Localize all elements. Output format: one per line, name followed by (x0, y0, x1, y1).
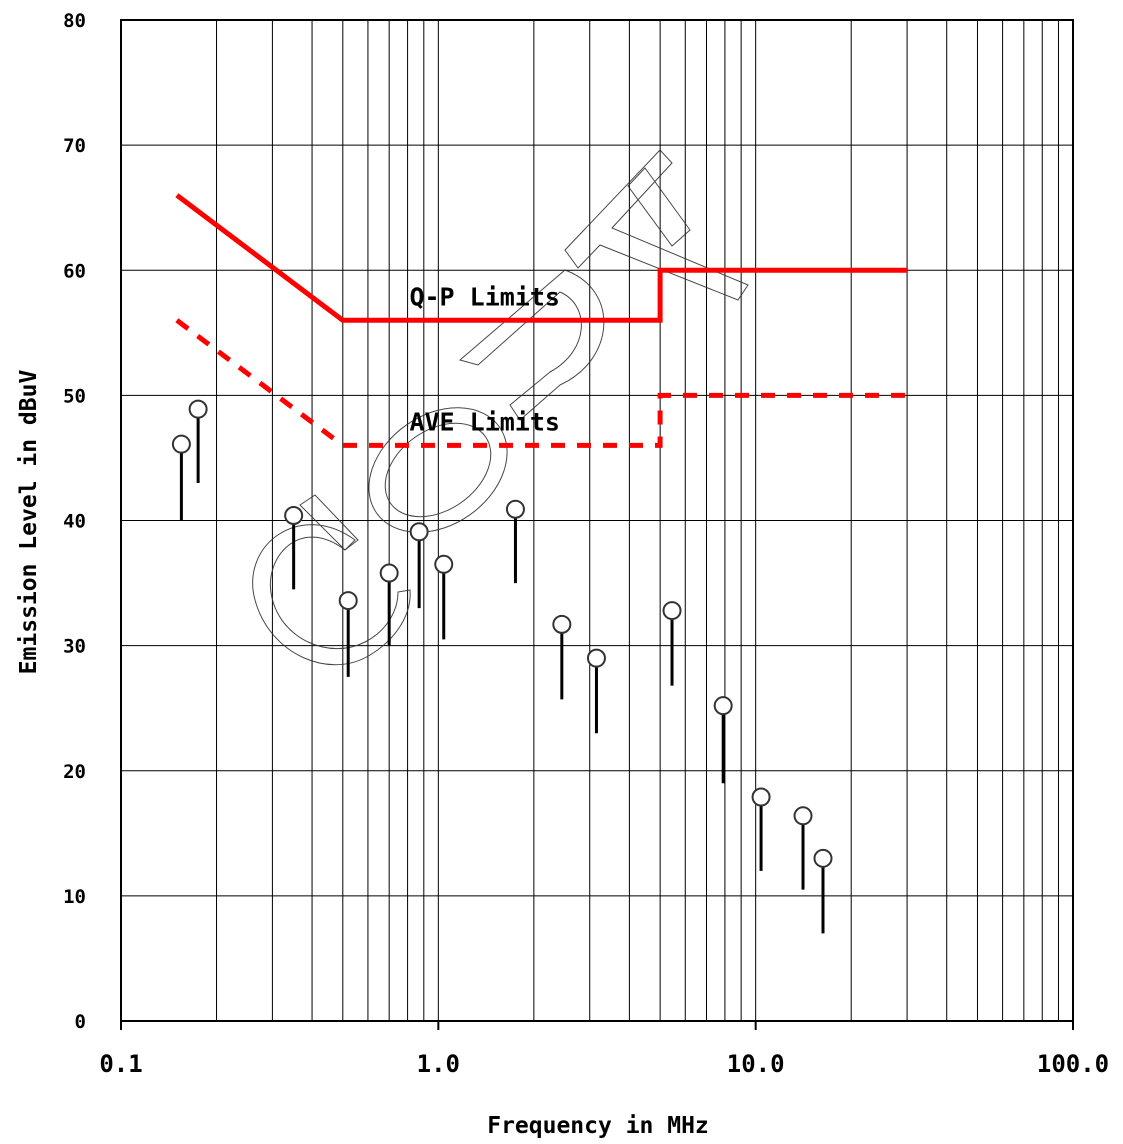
point-marker (505, 499, 525, 519)
measurement-point (434, 554, 454, 640)
point-marker (338, 591, 358, 611)
measurement-points (171, 399, 833, 934)
measurement-point (813, 848, 833, 934)
point-marker (813, 848, 833, 868)
y-tick-label: 10 (63, 886, 86, 908)
point-marker (434, 554, 454, 574)
x-tick-label: 1.0 (417, 1050, 460, 1078)
y-tick-label: 40 (63, 511, 86, 533)
limit-lines (175, 193, 908, 448)
measurement-point (793, 806, 813, 890)
point-marker (171, 434, 191, 454)
point-marker (284, 505, 304, 525)
point-marker (751, 787, 771, 807)
y-tick-label: 30 (63, 636, 86, 658)
measurement-point (284, 505, 304, 590)
point-marker (713, 696, 733, 716)
y-axis-title: Emission Level in dBuV (16, 370, 42, 675)
x-tick-label: 10.0 (727, 1050, 785, 1078)
measurement-point (552, 614, 572, 700)
measurement-point (505, 499, 525, 584)
measurement-point (171, 434, 191, 521)
measurement-point (188, 399, 208, 483)
point-marker (586, 648, 606, 668)
grid (121, 20, 1073, 1021)
y-tick-label: 50 (63, 385, 86, 407)
qp-limits-label: Q-P Limits (409, 282, 560, 311)
measurement-point (713, 696, 733, 784)
point-marker (188, 399, 208, 419)
qp-limit-line (175, 193, 908, 323)
ave-limit-line (175, 318, 908, 448)
y-tick-label: 80 (63, 10, 86, 32)
measurement-point (338, 591, 358, 677)
point-marker (662, 601, 682, 621)
plot-frame (120, 19, 1074, 1022)
measurement-point (379, 563, 399, 646)
x-axis-title: Frequency in MHz (487, 1113, 709, 1139)
point-marker (379, 563, 399, 583)
measurement-point (662, 601, 682, 686)
plot-area-border (120, 19, 1074, 1030)
limit-labels: Q-P Limits AVE Limits (409, 282, 560, 436)
point-marker (409, 522, 429, 542)
measurement-point (409, 522, 429, 609)
y-tick-label: 20 (63, 761, 86, 783)
y-tick-label: 0 (75, 1011, 86, 1033)
axis-tick-labels: 0.1 1.0 10.0 100.0 0 10 20 30 40 50 60 70 80 (63, 10, 1109, 1078)
x-tick-label: 0.1 (99, 1050, 142, 1078)
y-tick-label: 60 (63, 260, 86, 282)
point-marker (793, 806, 813, 826)
measurement-point (586, 648, 606, 734)
measurement-point (751, 787, 771, 871)
x-tick-label: 100.0 (1037, 1050, 1109, 1078)
ave-limits-label: AVE Limits (409, 407, 560, 436)
y-tick-label: 70 (63, 135, 86, 157)
point-marker (552, 614, 572, 634)
copy-watermark (252, 149, 749, 666)
